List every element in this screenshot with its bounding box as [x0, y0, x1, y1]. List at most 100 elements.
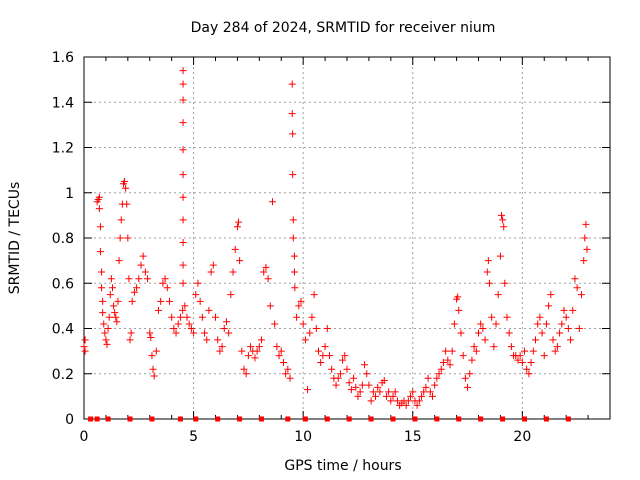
data-point — [264, 275, 272, 283]
baseline-marker — [215, 416, 221, 422]
data-point — [242, 370, 250, 378]
data-point — [301, 336, 309, 344]
data-point — [80, 343, 88, 351]
data-point — [179, 261, 187, 269]
data-point — [212, 313, 219, 321]
data-point — [110, 302, 118, 310]
data-point — [273, 343, 281, 351]
data-point — [321, 343, 329, 351]
data-point — [418, 392, 426, 400]
data-point — [540, 352, 548, 360]
baseline-marker — [565, 416, 571, 422]
data-point — [415, 397, 423, 405]
data-point — [149, 365, 157, 373]
data-point — [347, 386, 355, 394]
data-point — [531, 336, 539, 344]
data-point — [125, 275, 133, 283]
data-point — [190, 329, 198, 337]
data-point — [545, 302, 553, 310]
data-point — [505, 329, 513, 337]
x-tick-label: 0 — [80, 429, 89, 445]
data-point — [111, 309, 119, 317]
data-point — [341, 352, 349, 360]
data-point — [81, 336, 89, 344]
data-point — [152, 347, 160, 355]
data-point — [113, 318, 121, 326]
data-point — [304, 386, 312, 394]
data-point — [225, 329, 233, 337]
data-point — [104, 325, 112, 332]
x-tick-label: 10 — [294, 429, 312, 445]
data-point — [553, 343, 561, 351]
data-point — [367, 397, 375, 405]
data-point — [484, 257, 492, 265]
data-point — [575, 325, 583, 332]
data-point — [339, 356, 347, 364]
baseline-marker — [193, 416, 199, 422]
baseline-marker — [522, 416, 528, 422]
data-point — [139, 252, 147, 260]
data-point — [503, 313, 511, 321]
data-point — [529, 347, 537, 355]
data-point — [464, 383, 472, 391]
data-point — [389, 392, 397, 400]
data-point — [137, 261, 145, 269]
data-points — [80, 67, 591, 422]
data-point — [402, 401, 410, 409]
data-point — [365, 381, 373, 389]
data-point — [437, 365, 445, 373]
data-point — [328, 365, 336, 373]
data-point — [95, 193, 103, 201]
data-point — [363, 370, 371, 378]
data-point — [409, 388, 417, 396]
grid-lines — [84, 57, 610, 419]
data-point — [315, 347, 323, 355]
data-point — [564, 325, 572, 332]
data-point — [490, 343, 498, 351]
data-point — [185, 320, 193, 328]
data-point — [435, 370, 443, 378]
data-point — [428, 392, 436, 400]
data-point — [266, 302, 274, 310]
y-tick-label: 1 — [65, 186, 74, 202]
data-point — [297, 297, 305, 305]
data-point — [461, 374, 469, 382]
data-point — [161, 275, 169, 283]
y-tick-label: 1.6 — [52, 50, 74, 66]
data-point — [549, 336, 557, 344]
data-point — [128, 297, 136, 305]
data-point — [498, 211, 506, 219]
data-point — [289, 171, 297, 179]
data-point — [106, 291, 114, 299]
data-point — [361, 361, 369, 369]
data-point — [457, 329, 465, 337]
data-point — [291, 284, 299, 292]
data-point — [98, 284, 106, 292]
data-point — [507, 343, 515, 351]
data-point — [209, 261, 217, 269]
data-point — [174, 320, 182, 328]
data-point — [477, 320, 485, 328]
data-point — [475, 329, 482, 337]
y-tick-label: 1.2 — [52, 141, 74, 157]
data-point — [148, 352, 156, 360]
data-point — [393, 397, 401, 405]
data-point — [306, 329, 314, 337]
data-point — [253, 347, 261, 355]
data-point — [308, 313, 316, 321]
data-point — [290, 252, 298, 260]
data-point — [98, 268, 106, 276]
data-point — [442, 347, 450, 355]
data-point — [516, 352, 524, 360]
baseline-marker — [500, 416, 506, 422]
data-point — [569, 306, 577, 314]
data-point — [135, 275, 143, 283]
x-tick-label: 20 — [513, 429, 531, 445]
data-point — [525, 370, 533, 378]
data-point — [117, 216, 125, 224]
y-tick-label: 0.4 — [52, 322, 74, 338]
data-point — [542, 320, 550, 328]
data-point — [356, 388, 364, 396]
data-point — [334, 374, 342, 382]
data-point — [350, 374, 358, 382]
